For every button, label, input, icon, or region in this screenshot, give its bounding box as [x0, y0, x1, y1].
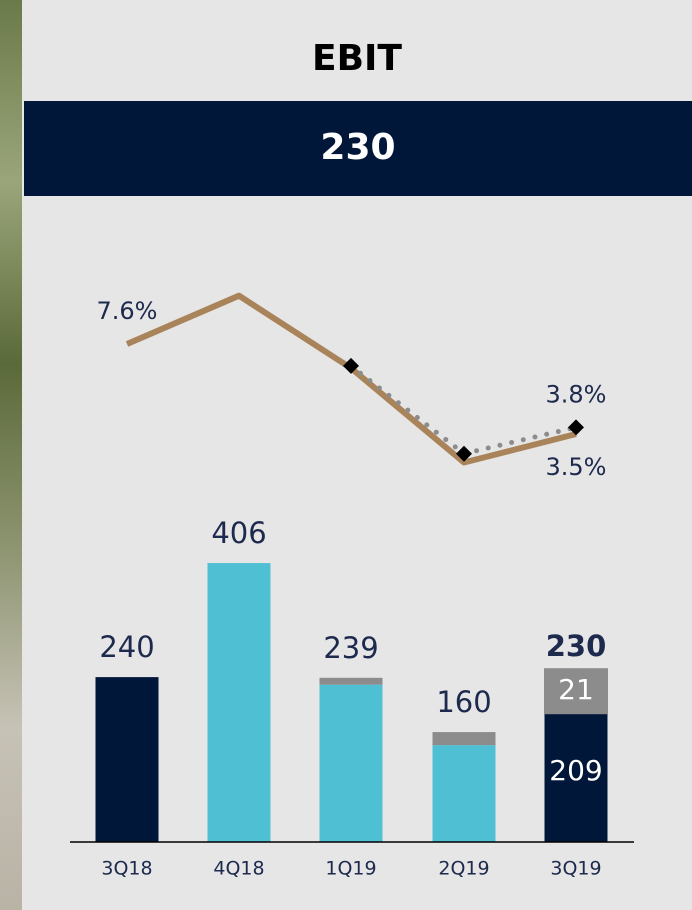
bar-segment	[320, 678, 383, 685]
total-label: 230	[546, 629, 607, 663]
total-label: 239	[323, 631, 378, 665]
x-tick-label: 3Q19	[550, 858, 601, 880]
chart: 209 21 3Q18 4Q18 1Q19 2Q19 3Q19 240 406 239 160 230…	[0, 0, 692, 910]
x-tick-label: 3Q18	[101, 858, 152, 880]
bar-segment	[320, 685, 383, 842]
x-tick-label: 4Q18	[213, 858, 264, 880]
bar-segment	[433, 732, 496, 745]
total-label: 160	[436, 685, 491, 719]
line-label: 3.5%	[546, 453, 607, 481]
bar-segment	[433, 745, 496, 842]
x-tick-label: 1Q19	[325, 858, 376, 880]
total-label: 240	[99, 630, 154, 664]
total-label: 406	[211, 516, 266, 550]
segment-label: 21	[558, 673, 594, 706]
bar-segment	[208, 563, 271, 842]
line-series	[127, 296, 576, 463]
line-label: 3.8%	[546, 380, 607, 408]
page: EBIT 230 209213Q184Q181Q192Q193Q19240406…	[0, 0, 692, 910]
bar-segment	[96, 677, 159, 842]
segment-label: 209	[549, 754, 602, 787]
line-label: 7.6%	[97, 297, 158, 325]
x-tick-label: 2Q19	[438, 858, 489, 880]
